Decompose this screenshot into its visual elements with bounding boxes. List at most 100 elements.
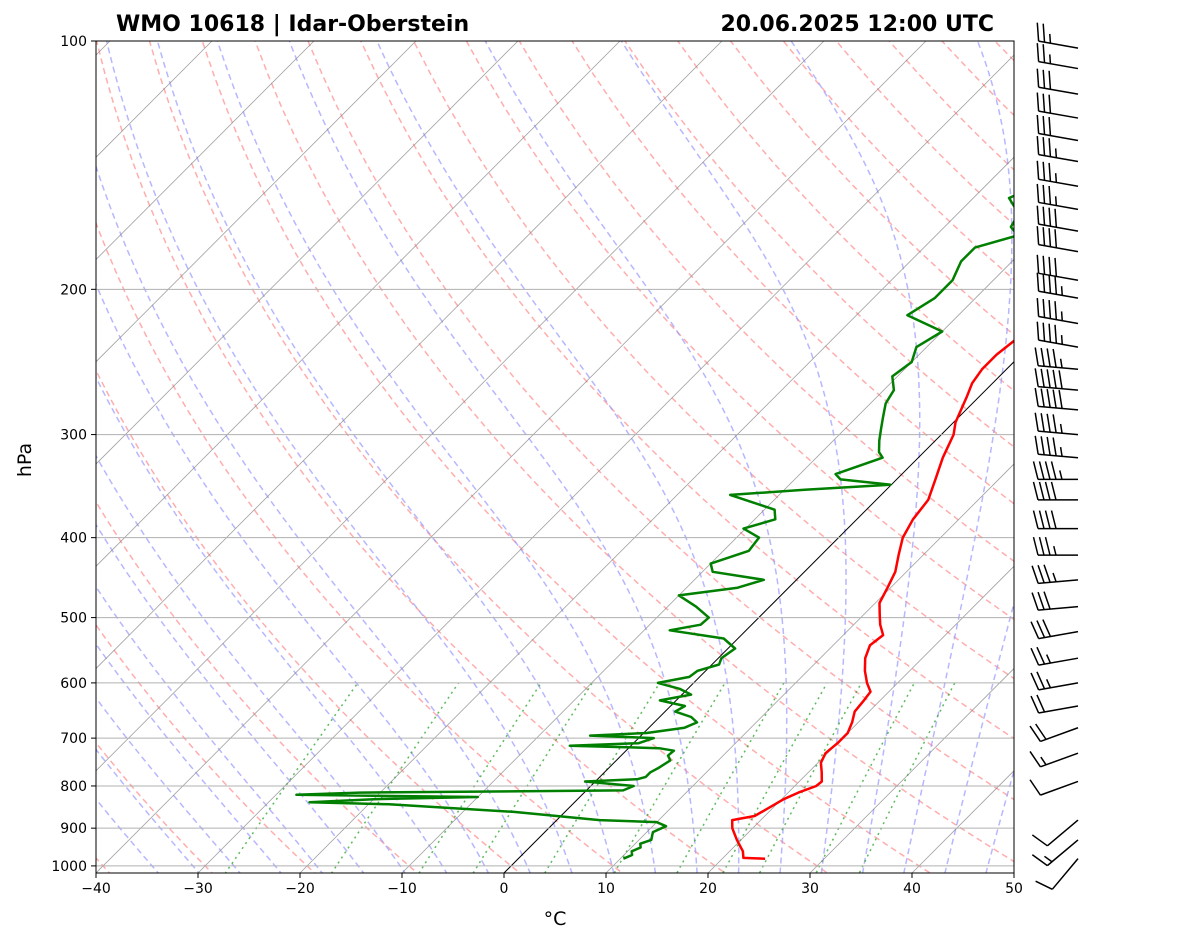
dry-adiabat	[96, 41, 727, 873]
wind-barb	[1036, 297, 1079, 325]
wind-barb	[1036, 92, 1079, 119]
wind-barb-full	[1048, 162, 1052, 182]
wind-barb-full	[1052, 389, 1057, 409]
wind-barb-staff	[1038, 339, 1079, 348]
y-tick-label: 300	[60, 428, 87, 444]
wind-barb-staff	[1038, 40, 1079, 49]
wind-barb-full	[1048, 323, 1052, 343]
x-tick-label: −20	[285, 881, 315, 897]
moist-adiabat	[96, 375, 448, 873]
x-tick-label: −30	[183, 881, 213, 897]
wind-barb	[1032, 510, 1078, 530]
dry-adiabat	[571, 41, 1014, 505]
wind-barb-full	[1029, 725, 1042, 742]
wind-barb-full	[1036, 160, 1040, 180]
wind-barb-staff	[1038, 605, 1079, 611]
x-tick-label: 40	[903, 881, 921, 897]
wind-barb-full	[1048, 185, 1052, 205]
wind-barb-full	[1042, 206, 1046, 226]
wind-barb-staff	[1038, 223, 1079, 232]
wind-barb-staff	[1040, 752, 1079, 768]
wind-barb-full	[1036, 646, 1046, 665]
wind-barb-full	[1042, 322, 1046, 342]
moist-adiabat	[96, 282, 490, 873]
wind-barb-full	[1036, 68, 1040, 88]
wind-barb-full	[1040, 413, 1045, 432]
wind-barb-full	[1052, 437, 1057, 456]
mixing-ratio-line	[722, 682, 828, 873]
isotherm	[96, 41, 519, 465]
y-tick-label: 700	[60, 731, 87, 747]
wind-barb	[1036, 114, 1079, 142]
wind-barb-full	[1048, 94, 1052, 114]
y-tick-label: 1000	[51, 859, 87, 875]
dry-adiabat	[96, 221, 624, 873]
wind-barb-half	[1059, 470, 1063, 480]
wind-barb	[1030, 619, 1079, 640]
wind-barb	[1034, 368, 1079, 391]
wind-barb	[1029, 779, 1079, 796]
dry-adiabat	[624, 41, 1014, 448]
wind-barb-full	[1058, 370, 1063, 389]
wind-barb-half	[1040, 756, 1047, 766]
wind-barb-full	[1042, 273, 1046, 293]
dry-adiabat	[994, 41, 1014, 62]
wind-barb-full	[1048, 228, 1052, 247]
wind-barb	[1032, 481, 1078, 501]
x-tick-label: 10	[597, 881, 615, 897]
moist-adiabat	[156, 41, 615, 873]
wind-barb-full	[1032, 461, 1039, 480]
wind-barb-full	[1048, 300, 1052, 319]
wind-barb-full	[1031, 834, 1048, 847]
wind-barb	[1036, 183, 1079, 211]
wind-barb-full	[1048, 207, 1052, 227]
wind-barb	[1036, 321, 1079, 348]
plot-background	[96, 41, 1014, 873]
wind-barb	[1031, 564, 1079, 585]
wind-barb	[1030, 671, 1079, 691]
mixing-ratio-line	[758, 682, 863, 873]
wind-barb-full	[1054, 275, 1058, 295]
mixing-ratio-line	[472, 682, 593, 873]
wind-barb-full	[1043, 564, 1051, 583]
wind-barb-half	[1044, 855, 1053, 863]
mixing-ratio-line	[543, 682, 661, 873]
wind-barb-full	[1036, 694, 1046, 713]
wind-barb	[1036, 226, 1079, 253]
wind-barb-full	[1054, 229, 1058, 248]
wind-barb-full	[1042, 93, 1046, 113]
wind-barb-staff	[1038, 705, 1079, 714]
wind-barb-staff	[1038, 272, 1079, 281]
wind-barb-full	[1042, 619, 1052, 637]
dry-adiabat	[96, 500, 419, 873]
wind-barb	[1035, 858, 1079, 890]
wind-barb-full	[1044, 536, 1051, 556]
wind-barb-full	[1036, 43, 1040, 62]
wind-barb	[1036, 68, 1079, 95]
dry-adiabat	[1153, 41, 1181, 883]
wind-barb-half	[1059, 423, 1063, 434]
y-tick-label: 900	[60, 821, 87, 837]
axis-ticks: −40 −30 −20 −10 0 10 20 30 40 50 1000 900 800 700 600 5…	[51, 34, 1023, 897]
dry-adiabat	[96, 623, 316, 873]
wind-barb-staff	[1038, 315, 1079, 325]
wind-barb	[1036, 43, 1079, 70]
wind-barb	[1029, 723, 1079, 743]
chart-title-left: WMO 10618 | Idar-Oberstein	[116, 12, 469, 37]
y-tick-label: 500	[60, 611, 87, 627]
wind-barb-full	[1046, 413, 1051, 433]
dry-adiabat	[96, 369, 521, 873]
wind-barb-full	[1036, 254, 1040, 274]
x-tick-label: 0	[500, 881, 509, 897]
y-tick-label: 400	[60, 531, 87, 547]
wind-barb-full	[1046, 436, 1051, 456]
wind-barb-staff	[1038, 60, 1079, 70]
wind-barb-staff	[1040, 780, 1079, 796]
wind-barb-staff	[1038, 682, 1079, 691]
isotherm	[1013, 872, 1014, 873]
wind-barb	[1036, 205, 1079, 232]
wind-barb-staff	[1038, 110, 1079, 119]
wind-barb-full	[1048, 256, 1052, 276]
chart-title-right: 20.06.2025 12:00 UTC	[720, 12, 994, 37]
wind-barb-staff	[1046, 819, 1079, 847]
